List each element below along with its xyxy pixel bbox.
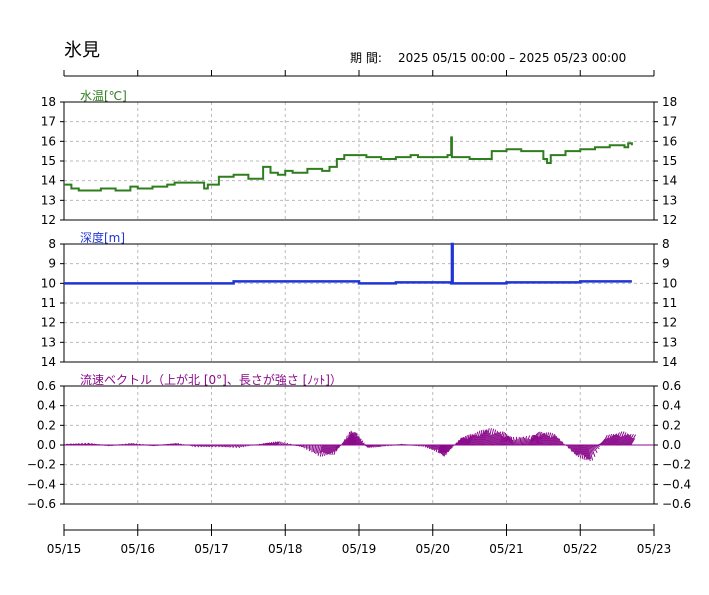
y-tick-label-right: 14 bbox=[662, 355, 677, 369]
current-vector bbox=[510, 436, 511, 445]
y-tick-label-left: −0.6 bbox=[27, 497, 56, 511]
station-name: 氷見 bbox=[64, 40, 100, 61]
panel-title: 水温[℃] bbox=[80, 89, 127, 103]
current-vector bbox=[108, 445, 110, 446]
period-label: 期 間: bbox=[350, 51, 382, 65]
x-tick-label: 05/22 bbox=[563, 542, 598, 556]
y-tick-label-right: 17 bbox=[662, 115, 677, 129]
y-tick-label-right: −0.4 bbox=[662, 477, 691, 491]
x-tick-label: 05/20 bbox=[415, 542, 450, 556]
y-tick-label-left: 12 bbox=[41, 213, 56, 227]
y-tick-label-left: 0.6 bbox=[37, 379, 56, 393]
x-tick-label: 05/23 bbox=[637, 542, 672, 556]
y-tick-label-left: 14 bbox=[41, 355, 56, 369]
panel-title: 流速ベクトル（上が北 [0°]、長さが強さ [ﾉｯﾄ]） bbox=[80, 372, 342, 387]
y-tick-label-right: 12 bbox=[662, 213, 677, 227]
current-vector bbox=[245, 445, 246, 447]
current-vector bbox=[516, 437, 517, 445]
y-tick-label-left: 12 bbox=[41, 316, 56, 330]
current-vector bbox=[379, 445, 380, 447]
y-tick-label-left: 9 bbox=[48, 257, 56, 271]
current-vector bbox=[427, 445, 428, 447]
y-tick-label-right: 12 bbox=[662, 316, 677, 330]
temperature-line bbox=[64, 137, 632, 190]
y-tick-label-right: 0.0 bbox=[662, 438, 681, 452]
y-tick-label-right: 14 bbox=[662, 174, 677, 188]
y-tick-label-left: 15 bbox=[41, 154, 56, 168]
current-vector bbox=[191, 445, 192, 446]
y-tick-label-left: 16 bbox=[41, 134, 56, 148]
x-tick-label: 05/16 bbox=[120, 542, 155, 556]
current-vector bbox=[287, 444, 288, 445]
y-tick-label-right: 11 bbox=[662, 296, 677, 310]
y-tick-label-right: −0.6 bbox=[662, 497, 691, 511]
x-tick-label: 05/15 bbox=[47, 542, 82, 556]
y-tick-label-right: 8 bbox=[662, 237, 670, 251]
current-vector bbox=[305, 445, 306, 448]
current-vector bbox=[312, 445, 313, 452]
current-vector bbox=[451, 445, 452, 449]
y-tick-label-left: 0.0 bbox=[37, 438, 56, 452]
x-tick-label: 05/19 bbox=[342, 542, 377, 556]
y-tick-label-right: 0.6 bbox=[662, 379, 681, 393]
current-vector bbox=[416, 445, 417, 446]
y-tick-label-left: 14 bbox=[41, 174, 56, 188]
y-tick-label-right: −0.2 bbox=[662, 458, 691, 472]
y-tick-label-right: 9 bbox=[662, 257, 670, 271]
y-tick-label-left: 8 bbox=[48, 237, 56, 251]
y-tick-label-left: 17 bbox=[41, 115, 56, 129]
y-tick-label-left: 13 bbox=[41, 335, 56, 349]
current-vector bbox=[183, 444, 184, 445]
y-tick-label-left: 13 bbox=[41, 193, 56, 207]
current-vector bbox=[154, 445, 156, 446]
y-tick-label-right: 15 bbox=[662, 154, 677, 168]
y-tick-label-right: 10 bbox=[662, 276, 677, 290]
current-vector bbox=[190, 445, 191, 446]
y-tick-label-left: 10 bbox=[41, 276, 56, 290]
current-vector bbox=[372, 445, 373, 447]
current-vector bbox=[508, 436, 509, 445]
current-vector bbox=[67, 444, 68, 445]
current-vector bbox=[181, 444, 182, 445]
y-tick-label-left: 18 bbox=[41, 95, 56, 109]
y-tick-label-left: 0.4 bbox=[37, 399, 56, 413]
current-vector bbox=[405, 444, 407, 445]
current-vector bbox=[421, 445, 422, 446]
y-tick-label-left: −0.4 bbox=[27, 477, 56, 491]
y-tick-label-right: 0.4 bbox=[662, 399, 681, 413]
y-tick-label-right: 16 bbox=[662, 134, 677, 148]
chart-panels: 水温[℃] 18 18 17 17 16 16 15 15 14 14 13 13 12 12 深度[m] 8 8… bbox=[27, 70, 691, 556]
period-value: 2025 05/15 00:00 – 2025 05/23 00:00 bbox=[398, 51, 626, 65]
panel-title: 深度[m] bbox=[80, 230, 125, 245]
current-vector bbox=[398, 444, 400, 445]
y-tick-label-left: −0.2 bbox=[27, 458, 56, 472]
current-vector bbox=[515, 440, 516, 445]
current-vector bbox=[64, 444, 65, 445]
y-tick-label-left: 11 bbox=[41, 296, 56, 310]
current-vector bbox=[387, 445, 388, 446]
x-tick-label: 05/21 bbox=[489, 542, 524, 556]
current-vector bbox=[306, 445, 307, 450]
current-vector bbox=[340, 445, 341, 446]
current-vector bbox=[122, 444, 123, 445]
y-tick-label-right: 13 bbox=[662, 193, 677, 207]
current-vector bbox=[373, 445, 374, 448]
current-vector bbox=[379, 445, 380, 447]
current-vector bbox=[313, 445, 314, 452]
x-tick-label: 05/18 bbox=[268, 542, 303, 556]
current-vector bbox=[425, 445, 426, 446]
y-tick-label-right: 13 bbox=[662, 335, 677, 349]
y-tick-label-right: 0.2 bbox=[662, 418, 681, 432]
current-vector bbox=[383, 445, 384, 446]
x-tick-label: 05/17 bbox=[194, 542, 229, 556]
current-vector bbox=[415, 445, 416, 446]
y-tick-label-right: 18 bbox=[662, 95, 677, 109]
y-tick-label-left: 0.2 bbox=[37, 418, 56, 432]
